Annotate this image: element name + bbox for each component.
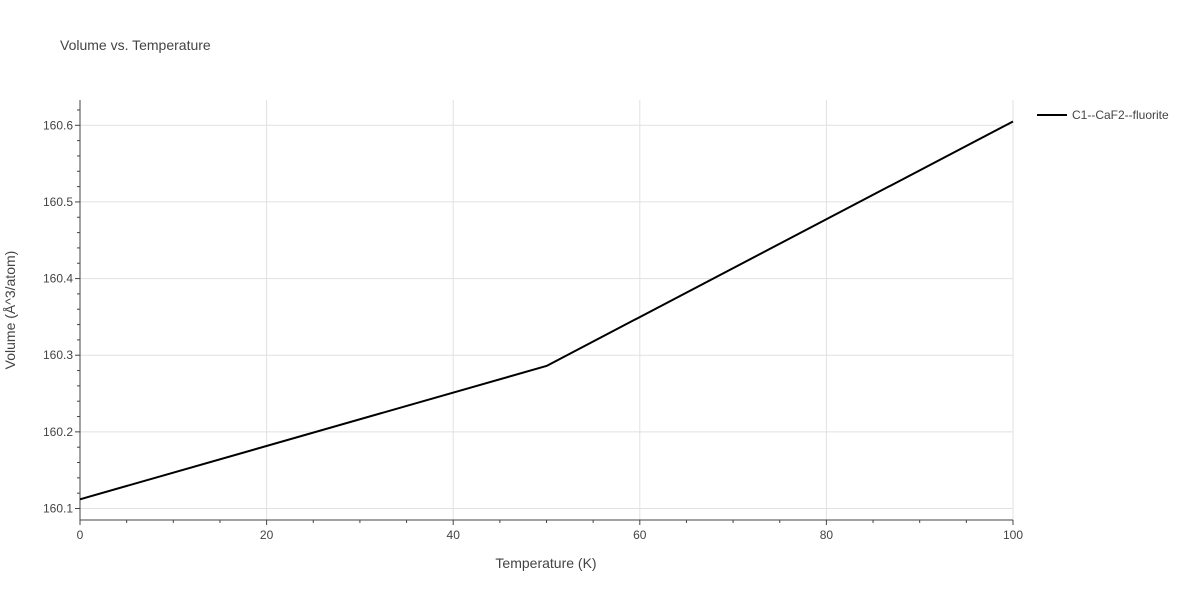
x-tick-label: 80 [820,528,834,542]
y-tick-label: 160.6 [43,118,73,132]
series-layer [79,120,1014,501]
legend[interactable]: C1--CaF2--fluorite [1037,108,1169,122]
x-axis-title: Temperature (K) [495,555,596,571]
grid [80,100,1014,520]
x-tick-label: 20 [260,528,274,542]
legend-label: C1--CaF2--fluorite [1072,108,1169,122]
y-tick-label: 160.2 [43,425,73,439]
x-tick-label: 0 [77,528,84,542]
chart-title: Volume vs. Temperature [60,37,211,53]
x-tick-label: 100 [1003,528,1023,542]
y-tick-label: 160.1 [43,502,73,516]
y-tick-label: 160.3 [43,348,73,362]
axes [79,100,1013,521]
y-axis-title: Volume (Å^3/atom) [2,251,18,370]
series-line [79,120,1014,501]
ticks: 0 20 40 60 80 100 160.1 160.2 160.3 160.4 160.5 160… [43,109,1023,542]
x-tick-label: 60 [633,528,647,542]
x-tick-label: 40 [447,528,461,542]
y-tick-label: 160.4 [43,272,73,286]
y-tick-label: 160.5 [43,195,73,209]
